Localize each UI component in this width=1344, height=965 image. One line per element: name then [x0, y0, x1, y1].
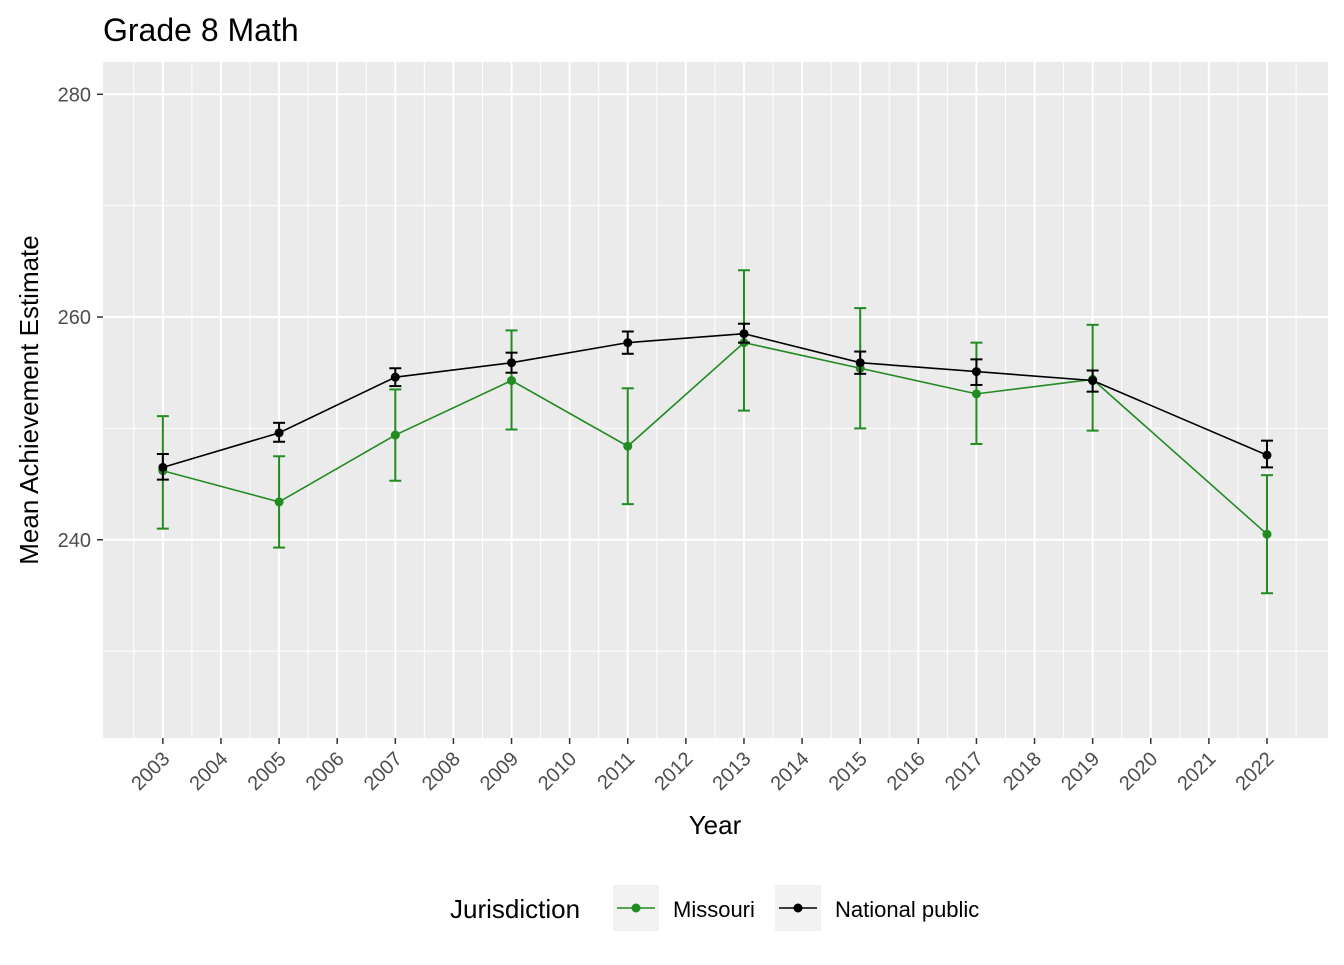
- x-tick-label: 2018: [999, 748, 1046, 795]
- data-point: [1088, 376, 1098, 386]
- y-tick-label: 240: [58, 530, 91, 552]
- x-tick-label: 2017: [941, 748, 988, 795]
- x-tick-label: 2021: [1173, 748, 1220, 795]
- data-point: [1262, 450, 1272, 460]
- legend: Jurisdiction Missouri National public: [450, 885, 979, 931]
- series-marks: [156, 269, 1273, 595]
- legend-label-missouri[interactable]: Missouri: [673, 897, 755, 922]
- x-tick-label: 2020: [1115, 748, 1162, 795]
- legend-key-point: [631, 903, 641, 913]
- data-point: [623, 338, 633, 348]
- x-tick-label: 2022: [1231, 748, 1278, 795]
- data-point: [158, 462, 168, 472]
- y-tick-label: 280: [58, 84, 91, 106]
- series-line: [162, 332, 1268, 469]
- x-tick-label: 2003: [127, 748, 174, 795]
- legend-title: Jurisdiction: [450, 894, 580, 924]
- series-national-public: [156, 322, 1273, 481]
- y-tick-label: 260: [58, 307, 91, 329]
- data-point: [507, 376, 517, 386]
- plot-panel: [103, 62, 1328, 738]
- data-point: [390, 430, 400, 440]
- x-tick-label: 2004: [185, 748, 232, 795]
- legend-label-national-public[interactable]: National public: [835, 897, 979, 922]
- x-tick-label: 2006: [302, 748, 349, 795]
- x-tick-label: 2005: [244, 748, 291, 795]
- data-point: [855, 358, 865, 368]
- x-tick-label: 2011: [593, 748, 639, 794]
- data-point: [971, 389, 981, 399]
- data-point: [274, 428, 284, 438]
- series-missouri: [156, 269, 1273, 595]
- data-point: [274, 497, 284, 507]
- data-point: [739, 329, 749, 339]
- gridlines: [103, 62, 1328, 738]
- x-tick-label: 2015: [825, 748, 872, 795]
- data-point: [390, 372, 400, 382]
- x-tick-label: 2008: [418, 748, 465, 795]
- data-point: [623, 441, 633, 451]
- x-tick-label: 2012: [650, 748, 697, 795]
- x-tick-label: 2014: [767, 748, 814, 795]
- data-point: [507, 358, 517, 368]
- chart-title: Grade 8 Math: [103, 12, 299, 48]
- x-tick-label: 2013: [708, 748, 755, 795]
- y-axis-label: Mean Achievement Estimate: [14, 235, 44, 565]
- x-tick-label: 2007: [360, 748, 407, 795]
- data-point: [971, 367, 981, 377]
- x-axis-label: Year: [689, 810, 742, 840]
- x-tick-label: 2010: [534, 748, 581, 795]
- legend-key-point: [793, 903, 803, 913]
- x-tick-label: 2019: [1057, 748, 1104, 795]
- series-line: [162, 341, 1268, 535]
- x-tick-label: 2016: [883, 748, 930, 795]
- x-tick-label: 2009: [476, 748, 523, 795]
- data-point: [1262, 529, 1272, 539]
